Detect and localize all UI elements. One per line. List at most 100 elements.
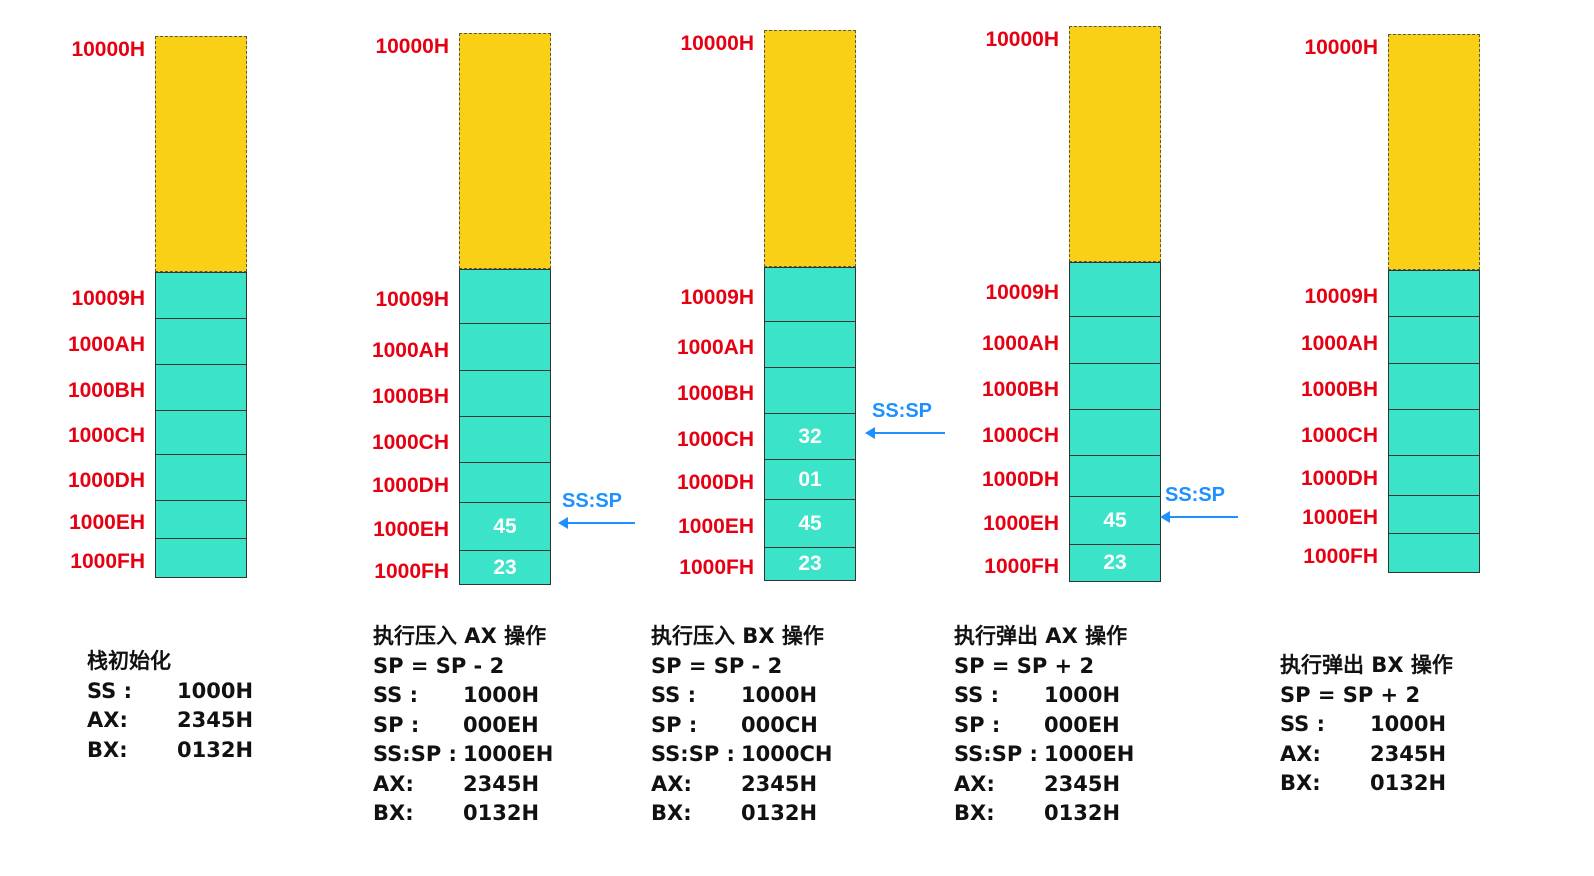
stack-cell-1000DH (1069, 455, 1161, 496)
cell-address-label: 1000BH (1300, 378, 1378, 401)
register-value: 2345H (1044, 771, 1121, 796)
register-row: AX: 2345H (373, 770, 553, 800)
stack-cell-1000AH (764, 321, 856, 367)
stack-cell-10009H (764, 267, 856, 321)
stack-pointer-label: SS:SP (562, 490, 623, 512)
cell-address-label: 1000DH (371, 474, 449, 497)
register-value: 1000H (177, 678, 254, 703)
cell-address-label: 10009H (1304, 285, 1378, 308)
operation-title: 执行压入 BX 操作 (651, 624, 824, 648)
register-value: 2345H (463, 771, 540, 796)
cell-address-label: 1000FH (984, 555, 1059, 578)
register-label: BX: (1280, 771, 1321, 795)
stack-cell-1000FH: 23 (1069, 544, 1161, 582)
register-label: SS:SP : (373, 742, 457, 766)
register-value: 1000H (463, 683, 540, 707)
register-label: AX: (1280, 741, 1321, 766)
register-label: AX: (373, 771, 414, 796)
cell-address-label: 10009H (71, 287, 145, 310)
stack-cell-10009H (1069, 262, 1161, 316)
register-row: SS : 1000H (954, 681, 1134, 711)
register-label: SS:SP : (954, 742, 1038, 766)
cell-address-label: 1000DH (67, 469, 145, 492)
operation-title: 执行弹出 AX 操作 (954, 624, 1128, 648)
unused-memory-region (764, 30, 856, 267)
stack-cell-1000DH (1388, 455, 1480, 495)
top-address-label: 10000H (375, 35, 449, 58)
operation-caption: 执行压入 BX 操作 SP = SP - 2 SS :1000H SP :000CH S… (651, 622, 832, 829)
stack-cell-1000EH: 45 (459, 502, 551, 550)
operation-caption: 执行弹出 AX 操作 SP = SP + 2 SS :1000H SP :000EH S… (954, 622, 1134, 829)
register-value: 2345H (177, 708, 254, 732)
unused-memory-region (1388, 34, 1480, 270)
register-label: BX: (954, 801, 995, 825)
stack-cell-1000CH (459, 416, 551, 462)
register-value: 2345H (1370, 741, 1447, 766)
register-row: AX: 2345H (1280, 740, 1453, 770)
stack-cell-1000DH: 01 (764, 459, 856, 499)
register-label: SS : (373, 683, 419, 707)
stack-cell-1000DH (459, 462, 551, 502)
stack-cell-1000BH (155, 364, 247, 410)
stack-cell-1000BH (764, 367, 856, 413)
register-label: AX: (651, 771, 692, 796)
cell-address-label: 1000AH (67, 333, 145, 356)
register-value: 2345H (741, 771, 818, 796)
cell-address-label: 1000EH (69, 511, 145, 534)
stack-cell-1000EH: 45 (1069, 496, 1161, 544)
stack-cell-1000BH (459, 370, 551, 416)
top-address-label: 10000H (680, 32, 754, 55)
cell-address-label: 1000CH (981, 424, 1059, 447)
stack-cell-1000FH (155, 538, 247, 578)
stack-cell-1000AH (1388, 316, 1480, 363)
register-row: BX: 0132H (651, 799, 832, 829)
unused-memory-region (155, 36, 247, 272)
register-label: SS:SP : (651, 742, 735, 766)
operation-title: 执行弹出 BX 操作 (1280, 653, 1453, 677)
stack-cell-1000EH: 45 (764, 499, 856, 547)
register-value: 0132H (741, 801, 818, 825)
register-label: SP : (954, 712, 1001, 737)
cell-address-label: 1000EH (678, 515, 754, 538)
register-value: 0132H (1044, 801, 1121, 825)
register-row: BX: 0132H (87, 736, 253, 766)
register-label: SP : (373, 712, 420, 737)
register-row: AX: 2345H (954, 770, 1134, 800)
operation-title: 执行压入 AX 操作 (373, 624, 547, 648)
register-label: SP : (651, 712, 698, 737)
cell-address-label: 10009H (680, 286, 754, 309)
register-label: SS : (651, 683, 697, 707)
sp-formula: SP = SP + 2 (1280, 682, 1421, 707)
register-row: AX: 2345H (87, 706, 253, 736)
cell-address-label: 1000BH (981, 378, 1059, 401)
stack-cell-1000DH (155, 454, 247, 500)
cell-address-label: 1000FH (1303, 545, 1378, 568)
stack-pointer-arrow-icon (1160, 511, 1238, 523)
operation-caption: 栈初始化 SS : 1000H AX: 2345H BX: 0132H (87, 647, 253, 765)
stack-cell-1000FH: 23 (459, 550, 551, 585)
cell-address-label: 1000EH (1302, 506, 1378, 529)
register-row: SS:SP :1000EH (373, 740, 553, 770)
register-label: BX: (87, 737, 128, 762)
stack-cell-10009H (1388, 270, 1480, 316)
register-label: BX: (373, 801, 414, 825)
register-row: SP : 000CH (651, 711, 832, 741)
register-row: BX: 0132H (954, 799, 1134, 829)
register-row: SS : 1000H (87, 677, 253, 707)
register-value: 000EH (463, 712, 539, 737)
cell-address-label: 1000AH (981, 331, 1059, 355)
stack-pointer-arrow-icon (558, 517, 635, 529)
register-row: SS:SP :1000CH (651, 740, 832, 770)
unused-memory-region (459, 33, 551, 269)
stack-cell-1000FH: 23 (764, 547, 856, 581)
cell-address-label: 1000FH (679, 556, 754, 579)
stack-pointer-arrow-icon (865, 427, 945, 439)
register-row: SS:SP :1000EH (954, 740, 1134, 770)
cell-address-label: 10009H (985, 281, 1059, 304)
register-row: BX: 0132H (373, 799, 553, 829)
operation-caption: 执行弹出 BX 操作 SP = SP + 2 SS : 1000H AX: 2345H BX… (1280, 651, 1453, 799)
register-label: SS : (87, 678, 133, 703)
cell-address-label: 10009H (375, 288, 449, 311)
register-value: 1000H (741, 683, 818, 707)
cell-address-label: 1000BH (67, 379, 145, 402)
